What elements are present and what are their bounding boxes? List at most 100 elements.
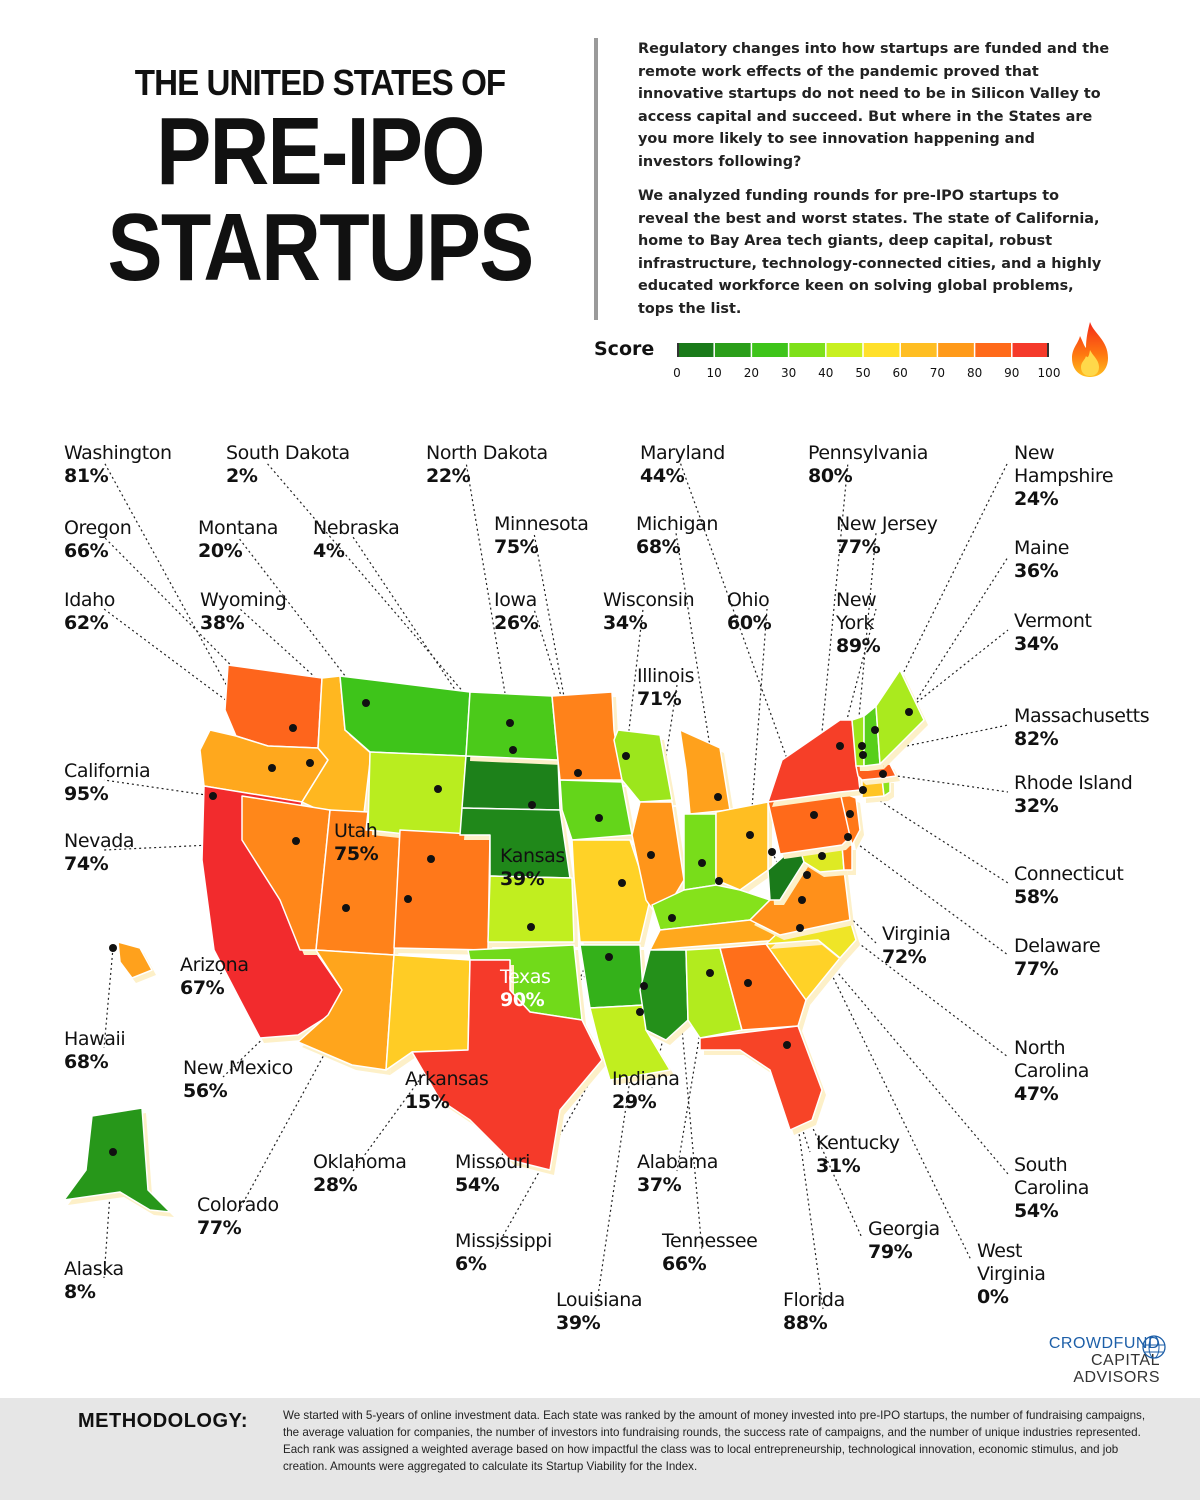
legend-swatch [677, 343, 715, 357]
callout-line-nebraska [352, 536, 533, 806]
state-name-part: North [1014, 1037, 1066, 1059]
state-name-part: West [977, 1240, 1023, 1262]
state-score: 15% [405, 1091, 450, 1113]
state-score: 71% [637, 688, 682, 710]
callout-dot-arizona [342, 904, 350, 912]
state-indiana [683, 813, 717, 891]
legend-swatch [1011, 343, 1049, 357]
title-line-3: STARTUPS [107, 194, 534, 301]
state-score: 79% [868, 1241, 913, 1263]
state-minnesota [551, 691, 623, 781]
state-score: 74% [64, 853, 109, 875]
state-name-part: New [836, 589, 877, 611]
label-illinois: Illinois 71% [637, 665, 694, 711]
state-name: Pennsylvania [808, 442, 929, 464]
state-score: 54% [1014, 1200, 1059, 1222]
callout-line-california [103, 779, 214, 797]
label-indiana: Indiana 29% [612, 1068, 680, 1114]
state-score: 39% [500, 868, 545, 890]
state-score: 26% [494, 612, 539, 634]
legend-tick: 80 [966, 366, 983, 380]
state-washington [224, 664, 323, 749]
callout-dot-oregon [289, 724, 297, 732]
callout-dot-illinois [647, 851, 655, 859]
callout-dot-hawaii [109, 944, 117, 952]
state-name: Connecticut [1014, 863, 1124, 885]
callout-dot-new-hampshire [871, 726, 879, 734]
legend-tick: 10 [706, 366, 722, 380]
label-virginia: Virginia 72% [882, 923, 951, 969]
state-name-part: New [1014, 442, 1055, 464]
callout-dot-ohio [746, 831, 754, 839]
state-name: Nebraska [313, 517, 400, 539]
callout-dot-maryland [818, 852, 826, 860]
legend-tick: 70 [929, 366, 946, 380]
state-score: 34% [1014, 633, 1059, 655]
state-name: Alaska [64, 1258, 124, 1280]
state-name: Rhode Island [1014, 772, 1133, 794]
state-name: Oregon [64, 517, 132, 539]
state-name: Kansas [500, 845, 565, 867]
intro-paragraph-2: We analyzed funding rounds for pre-IPO s… [638, 188, 1102, 317]
callout-line-alabama [676, 972, 711, 1172]
state-score: 24% [1014, 488, 1059, 510]
callout-line-north-dakota [465, 461, 511, 724]
label-oregon: Oregon 66% [64, 517, 132, 563]
label-arizona: Arizona 67% [180, 954, 249, 1000]
legend-swatch [751, 343, 789, 357]
state-georgia [719, 943, 807, 1031]
state-score: 2% [226, 465, 258, 487]
label-california: California 95% [64, 760, 151, 806]
state-name: Arizona [180, 954, 249, 976]
label-washington: Washington 81% [64, 442, 172, 488]
label-wyoming: Wyoming 38% [200, 589, 287, 635]
label-oklahoma: Oklahoma 28% [313, 1151, 407, 1197]
state-texas [411, 959, 603, 1171]
callout-dot-mississippi [640, 982, 648, 990]
label-north-carolina: North Carolina 47% [1014, 1037, 1089, 1106]
state-score: 22% [426, 465, 471, 487]
legend-swatch [825, 343, 863, 357]
state-alaska [63, 1107, 171, 1213]
label-new-york: New York 89% [836, 589, 881, 658]
callout-dot-minnesota [574, 769, 582, 777]
state-score: 56% [183, 1080, 228, 1102]
state-alabama [685, 947, 743, 1039]
state-score: 54% [455, 1174, 500, 1196]
state-name: Wyoming [200, 589, 287, 611]
label-maryland: Maryland 44% [640, 442, 725, 488]
callout-dot-kentucky [715, 877, 723, 885]
callout-line-connecticut [862, 789, 1009, 884]
label-nevada: Nevada 74% [64, 830, 134, 876]
state-score: 44% [640, 465, 685, 487]
callout-dot-virginia [803, 871, 811, 879]
callout-dot-louisiana [636, 1008, 644, 1016]
state-name: Florida [783, 1289, 845, 1311]
label-vermont: Vermont 34% [1014, 610, 1092, 656]
state-score: 34% [603, 612, 648, 634]
state-name-part: Carolina [1014, 1060, 1089, 1082]
callout-line-south-dakota [265, 461, 514, 751]
callout-dot-wisconsin [622, 752, 630, 760]
state-score: 95% [64, 783, 109, 805]
state-score: 77% [1014, 958, 1059, 980]
title-line-1: THE UNITED STATES OF [134, 62, 506, 103]
label-new-hampshire: New Hampshire 24% [1014, 442, 1114, 511]
state-name: California [64, 760, 151, 782]
label-hawaii: Hawaii 68% [64, 1028, 126, 1074]
state-kansas [487, 875, 575, 943]
legend-tick: 90 [1004, 366, 1020, 380]
callout-dot-north-dakota [506, 719, 514, 727]
legend-swatch [937, 343, 975, 357]
state-name: Idaho [64, 589, 115, 611]
state-name: Alabama [637, 1151, 718, 1173]
state-name: Virginia [882, 923, 951, 945]
label-kentucky: Kentucky 31% [816, 1132, 900, 1178]
label-massachusetts: Massachusetts 82% [1014, 705, 1150, 751]
state-score: 89% [836, 635, 881, 657]
callout-dot-new-jersey [846, 810, 854, 818]
state-score: 31% [816, 1155, 861, 1177]
label-new-jersey: New Jersey 77% [836, 513, 938, 559]
state-score: 58% [1014, 886, 1059, 908]
legend-tick: 30 [780, 366, 797, 380]
